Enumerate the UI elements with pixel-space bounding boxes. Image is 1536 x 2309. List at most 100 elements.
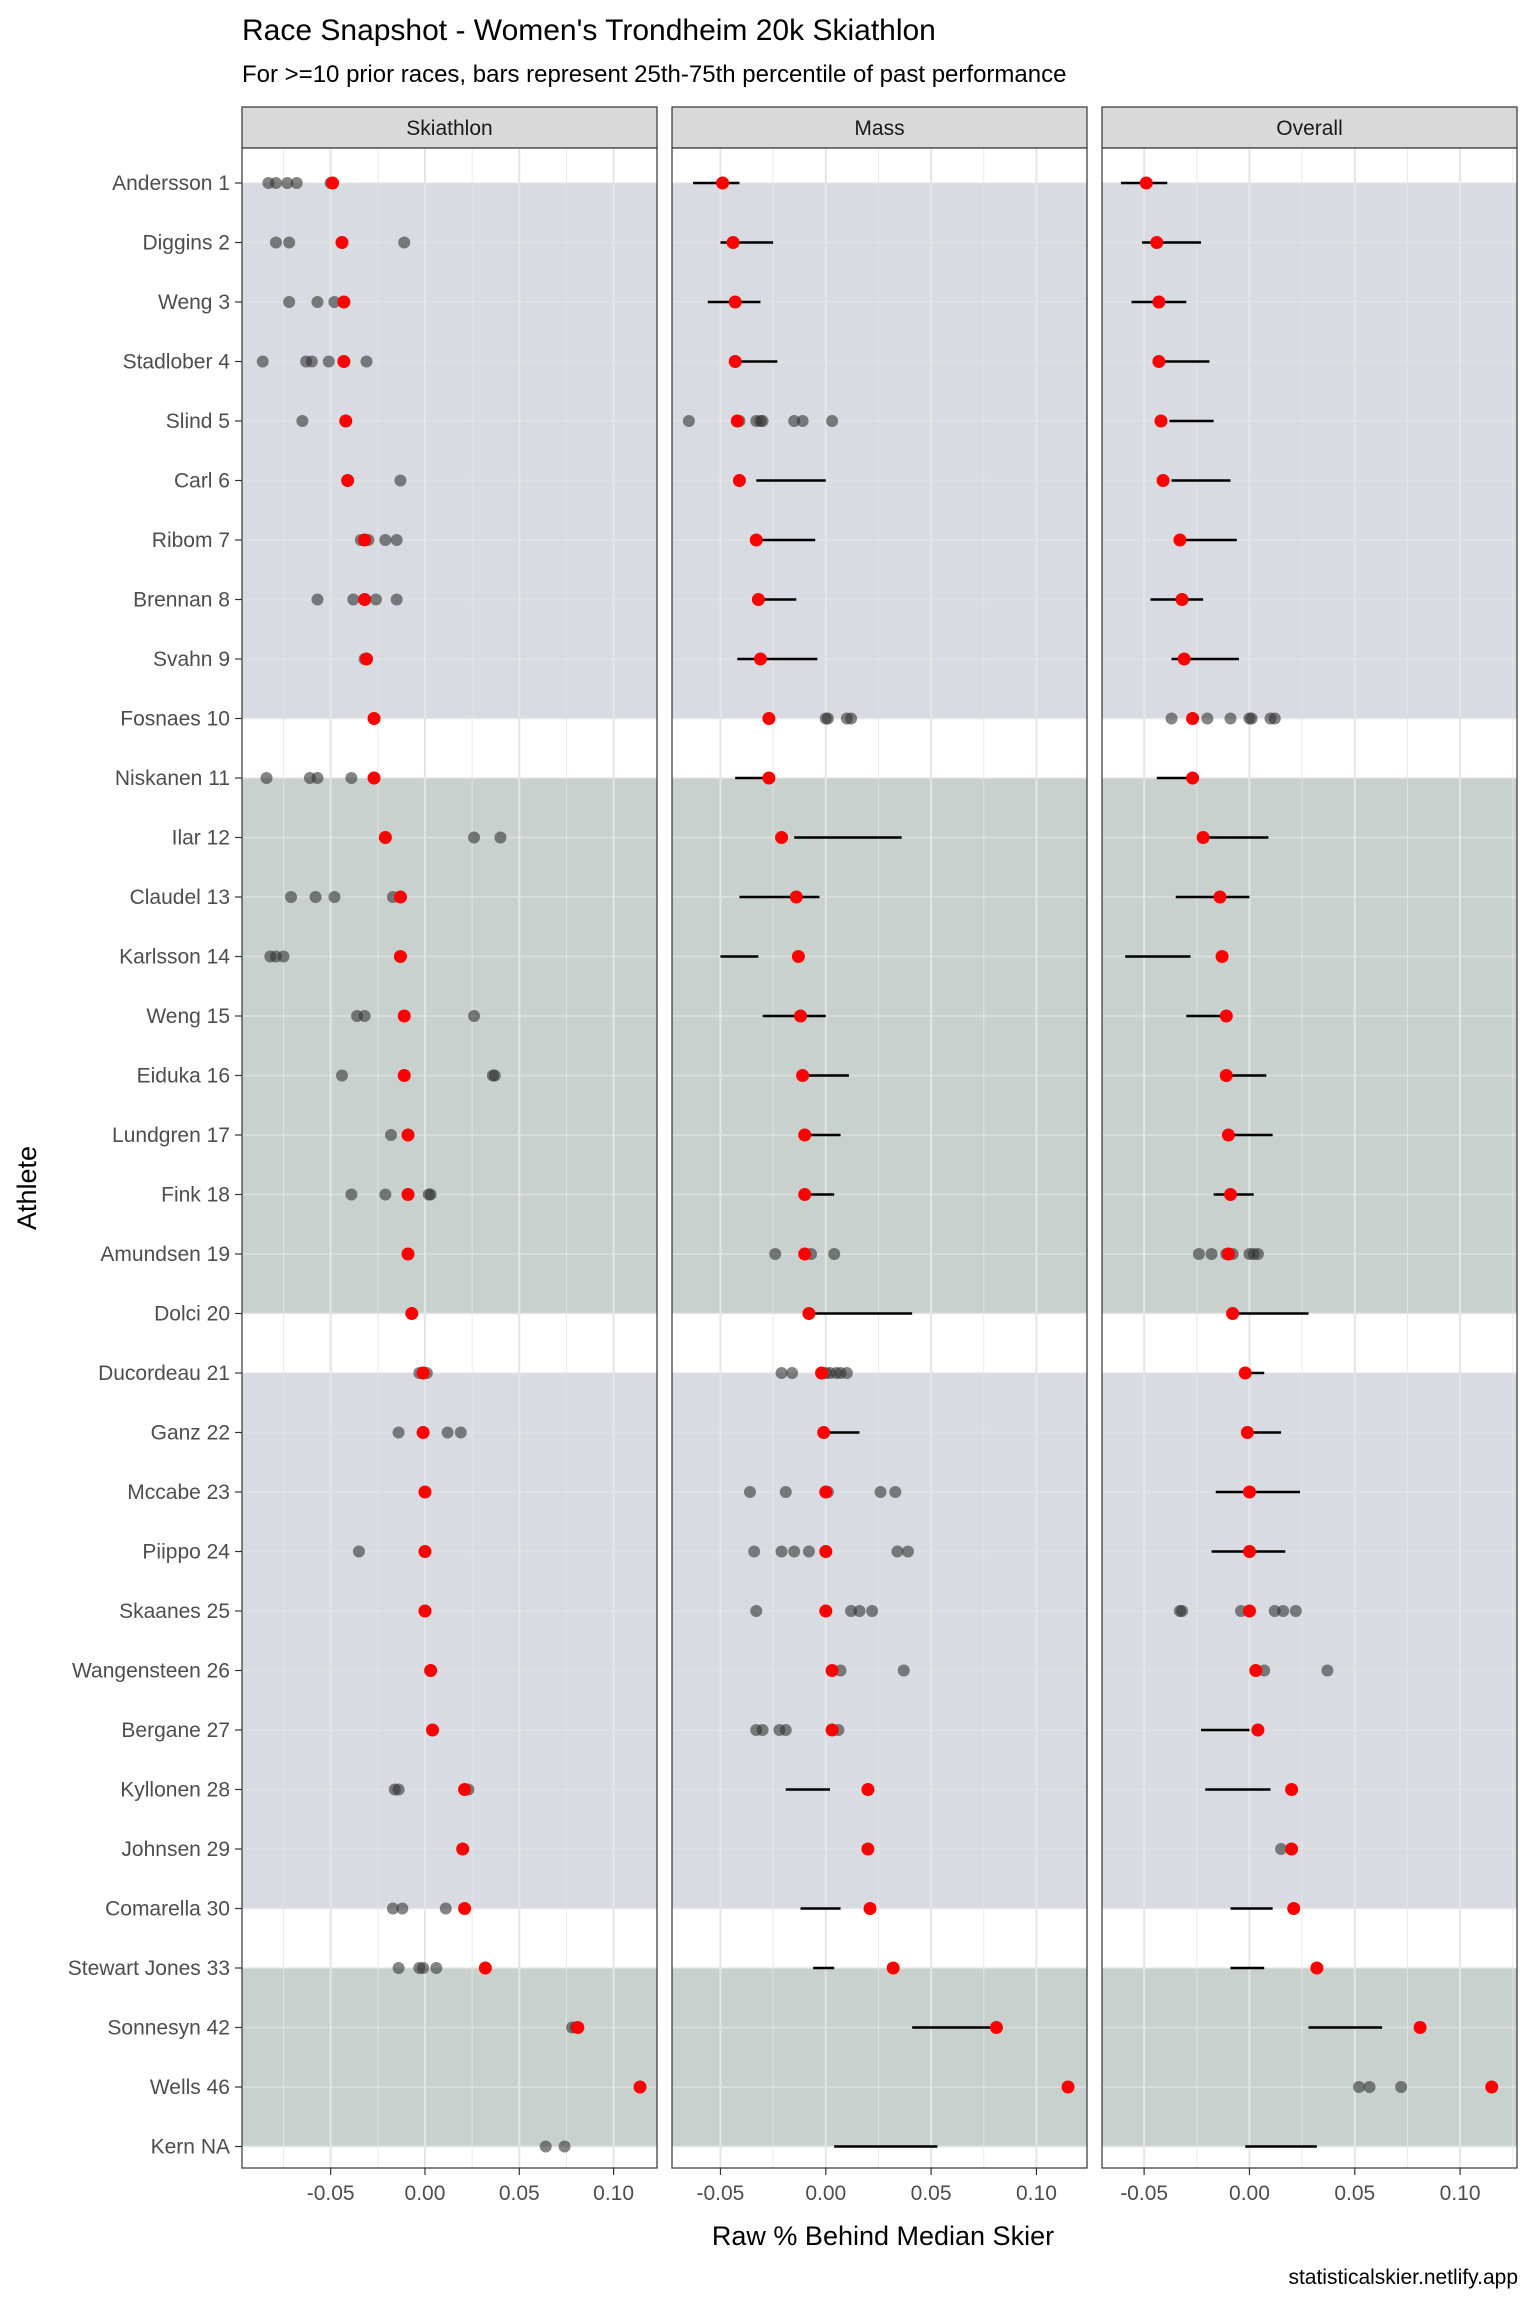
past-result-point [1321,1664,1334,1677]
past-result-point [1201,712,1214,725]
athlete-label: Bergane 27 [121,1719,230,1742]
facet-strip-label: Overall [1276,117,1343,140]
chart-title: Race Snapshot - Women's Trondheim 20k Sk… [242,14,936,47]
current-race-point [817,1426,831,1439]
panel-skiathlon: Skiathlon [241,106,658,2169]
current-race-point [1238,1366,1252,1380]
facet-strip-label: Mass [854,117,904,140]
past-result-point [322,355,335,368]
past-result-point [392,1783,405,1796]
current-race-point [341,474,355,487]
current-race-point [794,1009,808,1023]
past-result-point [430,1962,443,1974]
current-race-point [424,1664,438,1677]
current-race-point [1150,236,1164,249]
current-race-point [1249,1664,1263,1677]
current-race-point [426,1723,440,1737]
past-result-point [891,1545,904,1558]
x-tick-label: 0.00 [405,2182,446,2205]
x-tick-label: -0.05 [697,2182,745,2205]
current-race-point [367,771,381,785]
athlete-label: Ribom 7 [152,529,230,552]
past-result-point [756,415,769,427]
current-race-point [861,1783,875,1796]
facet-strip [671,106,1088,149]
current-race-point [728,355,742,368]
current-race-point [751,593,765,606]
past-result-point [1224,712,1237,725]
past-result-point [775,1545,788,1558]
past-result-point [1289,1605,1302,1617]
group-band [1102,1373,1517,1909]
athlete-label: Karlsson 14 [119,946,230,969]
current-race-point [1152,295,1166,309]
past-result-point [345,1188,358,1201]
current-race-point [1413,2021,1427,2034]
past-result-point [1165,712,1178,725]
past-result-point [386,1902,399,1915]
past-result-point [311,593,324,606]
current-race-point [418,1485,432,1499]
past-result-point [468,831,481,844]
current-race-point [825,1664,839,1677]
past-result-point [352,1545,365,1558]
current-race-point [819,1545,833,1558]
past-result-point [539,2140,552,2153]
athlete-label: Andersson 1 [112,172,230,195]
x-axes: -0.05 0.00 0.05 0.10 -0.05 0.00 0.05 0.10 -0.05 0… [307,2168,1481,2205]
current-race-point [358,593,372,606]
group-band [1102,183,1517,719]
panel-overall: Overall [1101,106,1518,2169]
past-result-point [260,772,273,784]
past-result-point [454,1426,467,1439]
past-result-point [347,593,360,606]
current-race-point [397,1009,411,1023]
current-race-point [1213,890,1227,904]
past-result-point [1395,2081,1408,2093]
x-tick-label: 0.05 [911,2182,952,2205]
current-race-point [1186,712,1200,725]
past-result-point [750,1605,763,1617]
athlete-label: Brennan 8 [133,589,230,612]
current-race-point [1177,652,1191,666]
x-tick-label: 0.10 [1440,2182,1481,2205]
athlete-label: Comarella 30 [105,1898,230,1921]
current-race-point [762,771,776,785]
past-result-point [392,1426,405,1439]
past-result-point [853,1605,866,1617]
group-band [242,1968,657,2147]
past-result-point [468,1010,481,1022]
x-axis-label: Raw % Behind Median Skier [712,2221,1054,2251]
past-result-point [394,474,407,487]
past-result-point [845,1605,858,1617]
athlete-label: Ilar 12 [172,827,230,850]
past-result-point [845,712,858,725]
past-result-point [826,415,839,427]
current-race-point [798,1188,812,1201]
athlete-label: Mccabe 23 [127,1481,230,1504]
x-tick-label: 0.05 [499,2182,540,2205]
current-race-point [989,2021,1003,2034]
x-tick-label: 0.00 [1229,2182,1270,2205]
current-race-point [1287,1902,1301,1915]
past-result-point [1353,2081,1366,2093]
past-result-point [840,1367,853,1379]
current-race-point [1242,1485,1256,1499]
past-result-point [385,1129,398,1141]
current-race-point [798,1247,812,1261]
past-result-point [360,355,373,368]
athlete-label: Ganz 22 [151,1422,230,1445]
past-result-point [283,296,296,308]
current-race-point [1061,2080,1075,2094]
past-result-point [796,415,809,427]
past-result-point [769,1248,782,1260]
athlete-label: Lundgren 17 [112,1124,230,1147]
past-result-point [1251,1248,1264,1260]
panel-border [1101,147,1518,2169]
athlete-label: Piippo 24 [142,1541,230,1564]
athlete-label: Weng 15 [146,1005,230,1028]
current-race-point [1485,2080,1499,2094]
current-race-point [1226,1307,1240,1320]
current-race-point [1139,176,1153,190]
current-race-point [1221,1247,1235,1261]
